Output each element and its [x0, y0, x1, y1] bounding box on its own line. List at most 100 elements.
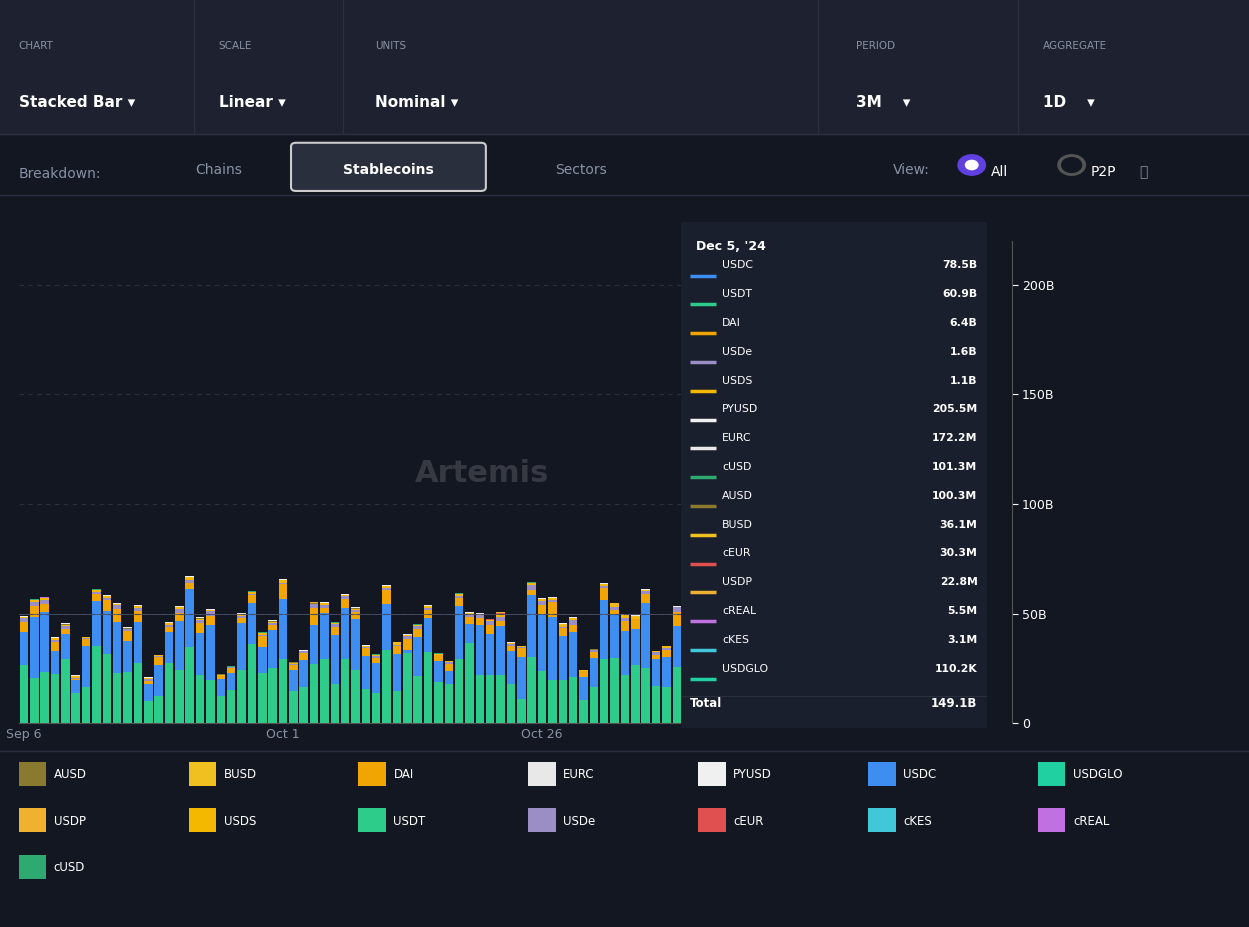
Bar	[828, 659, 837, 723]
Bar	[165, 663, 174, 723]
Bar	[621, 621, 629, 631]
Bar	[175, 669, 184, 723]
Bar	[683, 625, 692, 627]
Text: USDP: USDP	[722, 578, 752, 587]
Bar	[507, 645, 515, 651]
Bar	[911, 398, 919, 400]
Bar	[538, 671, 546, 723]
Bar	[71, 680, 80, 692]
Bar	[112, 609, 121, 622]
Bar	[341, 608, 350, 659]
Text: cUSD: cUSD	[722, 462, 752, 472]
Bar	[580, 671, 588, 678]
Bar	[30, 603, 39, 606]
Text: AUSD: AUSD	[722, 491, 753, 501]
Bar	[859, 669, 868, 723]
Text: DAI: DAI	[722, 318, 741, 328]
Bar	[848, 608, 857, 617]
Bar	[838, 613, 847, 616]
Bar	[341, 596, 350, 599]
Bar	[423, 618, 432, 652]
Bar	[155, 665, 162, 696]
Bar	[724, 650, 733, 651]
Bar	[568, 677, 577, 723]
Bar	[259, 637, 266, 647]
Bar	[331, 635, 338, 684]
Bar	[703, 621, 712, 667]
Bar	[124, 672, 132, 723]
Bar	[828, 610, 837, 613]
Bar	[331, 627, 338, 635]
Bar	[611, 658, 618, 723]
Bar	[403, 653, 412, 723]
Bar	[165, 631, 174, 663]
Bar	[787, 618, 796, 621]
Bar	[61, 629, 70, 634]
Bar	[734, 658, 743, 660]
Bar	[134, 611, 142, 622]
Bar	[580, 678, 588, 700]
Text: 22.8M: 22.8M	[939, 578, 978, 587]
Bar	[621, 616, 629, 617]
Bar	[486, 625, 495, 634]
Bar	[652, 653, 661, 654]
Bar	[216, 677, 225, 679]
Bar	[30, 679, 39, 723]
Bar	[392, 642, 401, 644]
Bar	[942, 691, 950, 723]
Bar	[486, 620, 495, 621]
Bar	[911, 403, 919, 418]
Text: cEUR: cEUR	[733, 815, 763, 828]
Bar	[932, 631, 940, 632]
Bar	[71, 678, 80, 679]
Bar	[259, 647, 266, 673]
Bar	[320, 608, 328, 613]
Text: USDT: USDT	[393, 815, 426, 828]
Bar	[621, 675, 629, 723]
Bar	[517, 699, 526, 723]
Bar	[185, 580, 194, 583]
Text: AUSD: AUSD	[54, 768, 86, 781]
Bar	[413, 629, 422, 637]
Bar	[527, 595, 536, 657]
Bar	[932, 680, 940, 723]
Bar	[693, 650, 702, 670]
Bar	[466, 615, 473, 617]
Bar	[859, 636, 868, 669]
Bar	[746, 613, 753, 615]
Bar	[144, 681, 152, 684]
Bar	[683, 629, 692, 639]
Bar	[476, 616, 485, 617]
Bar	[196, 620, 205, 623]
Bar	[269, 667, 277, 723]
Bar	[486, 634, 495, 675]
Text: cKES: cKES	[722, 635, 749, 645]
Bar	[247, 595, 256, 603]
Bar	[703, 608, 712, 610]
Bar	[382, 590, 391, 603]
Bar	[869, 640, 878, 641]
Bar	[590, 653, 598, 658]
Bar	[538, 602, 546, 604]
Bar	[662, 650, 671, 656]
Bar	[289, 664, 297, 666]
Bar	[922, 607, 929, 615]
Bar	[341, 599, 350, 608]
Bar	[787, 668, 796, 723]
Bar	[652, 659, 661, 686]
Bar	[413, 637, 422, 676]
Bar	[558, 627, 567, 628]
Bar	[558, 680, 567, 723]
Bar	[392, 645, 401, 654]
Bar	[952, 677, 960, 679]
Bar	[714, 641, 722, 676]
Bar	[445, 671, 453, 683]
Bar	[320, 613, 328, 659]
Bar	[351, 670, 360, 723]
Bar	[693, 640, 702, 650]
Text: 1.1B: 1.1B	[950, 375, 978, 386]
Bar	[507, 644, 515, 645]
Bar	[403, 639, 412, 650]
Bar	[372, 654, 381, 656]
Bar	[476, 626, 485, 675]
